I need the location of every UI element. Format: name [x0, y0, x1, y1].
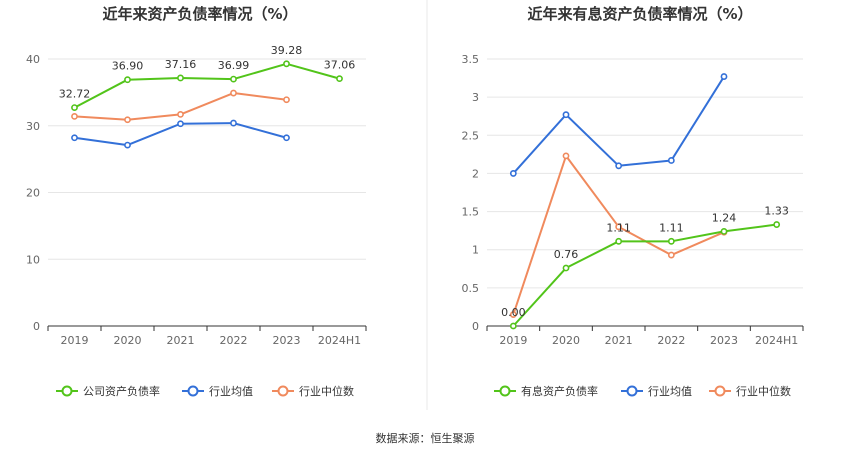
data-point	[71, 134, 78, 142]
data-point	[667, 157, 675, 164]
data-point	[615, 237, 623, 245]
y-tick-label: 3.5	[462, 53, 480, 66]
data-point	[71, 104, 78, 111]
data-point	[720, 73, 728, 80]
data-label: 1.24	[712, 211, 737, 224]
legend-item-1[interactable]: 行业均值	[621, 385, 692, 398]
legend-marker-icon	[626, 385, 638, 397]
x-tick-label: 2019	[499, 334, 527, 347]
data-point	[230, 89, 237, 97]
y-tick-label: 0	[472, 320, 479, 333]
y-tick-label: 1.5	[462, 206, 480, 219]
y-tick-label: 2	[472, 167, 479, 180]
legend-item-0[interactable]: 有息资产负债率	[494, 384, 598, 398]
x-tick-label: 2022	[657, 334, 685, 347]
data-point	[667, 237, 675, 245]
data-point	[509, 322, 517, 330]
data-point	[336, 75, 343, 83]
series-line-1	[512, 76, 725, 175]
data-label: 1.11	[659, 221, 684, 234]
data-point	[562, 152, 570, 160]
data-point	[230, 119, 237, 127]
legend-label: 有息资产负债率	[521, 384, 598, 398]
series-line-0	[74, 62, 340, 109]
data-label: 0.00	[501, 306, 526, 319]
x-tick-label: 2022	[220, 334, 248, 347]
data-label: 36.90	[112, 60, 144, 73]
data-label: 0.76	[554, 248, 579, 261]
chart-left: 近年来资产负债率情况（%） 0 10 20 30 40 2019 2020 2021 2022 20…	[26, 5, 367, 398]
legend-marker-icon	[714, 385, 726, 397]
legend-label: 行业中位数	[736, 384, 791, 398]
legend-label: 公司资产负债率	[83, 384, 160, 398]
legend-item-2[interactable]: 行业中位数	[272, 384, 354, 398]
data-point	[667, 251, 675, 259]
y-tick-label: 0.5	[462, 282, 480, 295]
x-tick-label: 2023	[273, 334, 301, 347]
data-point	[283, 134, 290, 142]
legend-item-2[interactable]: 行业中位数	[709, 384, 791, 398]
x-tick-label: 2024H1	[755, 334, 798, 347]
data-point	[509, 170, 517, 177]
data-label: 37.06	[324, 59, 356, 72]
data-point	[283, 60, 290, 68]
data-point	[720, 228, 728, 235]
legend-marker-icon	[61, 385, 73, 397]
x-tick-label: 2020	[114, 334, 142, 347]
data-point	[509, 311, 517, 318]
data-point	[615, 223, 623, 231]
y-tick-label: 0	[33, 320, 40, 333]
data-point	[177, 111, 184, 118]
data-label: 39.28	[271, 44, 303, 57]
data-label: 1.11	[606, 221, 631, 234]
x-tick-label: 2024H1	[318, 334, 361, 347]
y-tick-label: 40	[26, 53, 40, 66]
legend-marker-icon	[277, 385, 289, 397]
y-tick-label: 10	[26, 253, 40, 266]
data-point	[177, 120, 184, 128]
data-point	[177, 74, 184, 82]
data-point	[124, 116, 131, 124]
x-tick-label: 2021	[167, 334, 195, 347]
series-line-0	[512, 223, 777, 327]
legend-item-1[interactable]: 行业均值	[182, 385, 253, 398]
legend-label: 行业中位数	[299, 384, 354, 398]
legend-label: 行业均值	[648, 385, 692, 398]
data-point	[562, 264, 570, 272]
data-point	[773, 221, 781, 228]
data-point	[230, 75, 237, 83]
data-point	[615, 162, 623, 170]
data-point	[124, 141, 131, 149]
data-label: 32.72	[59, 88, 91, 101]
data-point	[283, 96, 290, 104]
data-point	[71, 113, 78, 120]
data-point	[124, 76, 131, 84]
data-point	[562, 111, 570, 119]
source-note: 数据来源：恒生聚源	[376, 431, 475, 445]
y-tick-label: 3	[472, 91, 479, 104]
data-label: 1.33	[764, 205, 789, 218]
legend-marker-icon	[187, 385, 199, 397]
y-tick-label: 30	[26, 120, 40, 133]
x-tick-label: 2020	[552, 334, 580, 347]
y-tick-label: 1	[472, 244, 479, 257]
legend-label: 行业均值	[209, 385, 253, 398]
data-label: 37.16	[165, 58, 197, 71]
x-tick-label: 2023	[710, 334, 738, 347]
x-tick-label: 2021	[605, 334, 633, 347]
legend-marker-icon	[499, 385, 511, 397]
legend-item-0[interactable]: 公司资产负债率	[56, 384, 160, 398]
chart-title: 近年来资产负债率情况（%）	[102, 5, 297, 23]
data-label: 36.99	[218, 59, 250, 72]
chart-right: 近年来有息资产负债率情况（%） 0 0.5 1 1.5 2 2.5 3 3.5 2019 2020 2…	[462, 5, 804, 398]
chart-title: 近年来有息资产负债率情况（%）	[527, 5, 752, 23]
y-tick-label: 20	[26, 187, 40, 200]
y-tick-label: 2.5	[462, 129, 480, 142]
x-tick-label: 2019	[61, 334, 89, 347]
